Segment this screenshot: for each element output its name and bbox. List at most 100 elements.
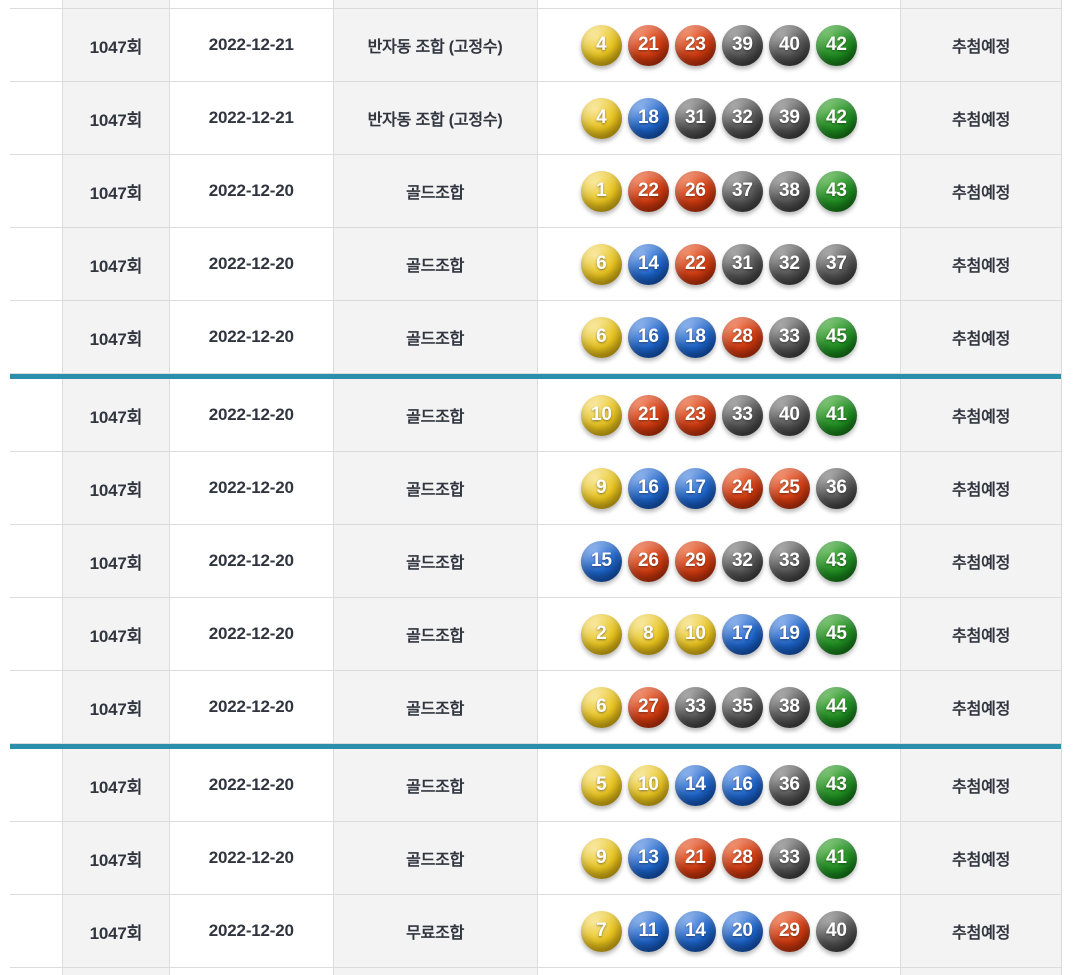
- lotto-combinations-table: 1047회 2022-12-21 반자동 조합 (고정수) 4 21 23 39 40 4…: [10, 0, 1062, 975]
- round-label: 1047회: [89, 407, 143, 427]
- numbers-cell: 5 10 14 16 36 43: [537, 749, 902, 821]
- lotto-ball: 32: [721, 540, 763, 582]
- type-cell: 골드조합: [333, 379, 538, 451]
- status-cell: 추첨예정: [901, 598, 1062, 670]
- table-row: 1047회 2022-12-21 반자동 조합 (고정수) 4 21 23 39 40 4…: [10, 9, 1062, 82]
- lotto-ball: 18: [627, 97, 669, 139]
- row-select-cell: [10, 379, 63, 451]
- lotto-ball: 10: [674, 613, 716, 655]
- numbers-cell: 4 21 23 39 40 42: [537, 9, 902, 81]
- lotto-ball: 24: [721, 467, 763, 509]
- lotto-ball: 26: [627, 540, 669, 582]
- date-cell: 2022-12-20: [169, 895, 334, 967]
- status-label: 추첨예정: [952, 112, 1011, 129]
- status-label: 추첨예정: [952, 628, 1011, 645]
- lotto-ball: 21: [674, 837, 716, 879]
- status-label: 추첨예정: [952, 39, 1011, 56]
- lotto-ball: 45: [815, 316, 857, 358]
- row-select-cell: [10, 155, 63, 227]
- lotto-ball: 40: [768, 24, 810, 66]
- lotto-ball: 32: [721, 97, 763, 139]
- numbers-cell: 9 13 21 28 33 41: [537, 822, 902, 894]
- type-cell: 골드조합: [333, 301, 538, 373]
- lotto-ball: 41: [815, 394, 857, 436]
- status-cell: 추첨예정: [901, 82, 1062, 154]
- lotto-ball: 6: [580, 686, 622, 728]
- type-cell: 골드조합: [333, 452, 538, 524]
- status-cell: 추첨예정: [901, 671, 1062, 743]
- row-select-cell: [10, 9, 63, 81]
- row-select-cell: [10, 671, 63, 743]
- status-cell: [901, 968, 1062, 975]
- type-cell: [333, 0, 538, 8]
- date-cell: 2022-12-20: [169, 379, 334, 451]
- round-label: 1047회: [89, 256, 143, 276]
- row-select-cell: [10, 0, 63, 8]
- table-row: 1047회 2022-12-20 골드조합 6 27 33 35 38 44 추첨예정: [10, 671, 1062, 744]
- lotto-ball: 32: [768, 243, 810, 285]
- type-cell: 골드조합: [333, 671, 538, 743]
- date-label: 2022-12-20: [208, 848, 294, 867]
- date-label: 2022-12-20: [208, 181, 294, 200]
- numbers-cell: 10 21 23 33 40 41: [537, 379, 902, 451]
- date-cell: [169, 0, 334, 8]
- lotto-ball: 31: [721, 243, 763, 285]
- date-label: 2022-12-20: [208, 624, 294, 643]
- date-cell: 2022-12-20: [169, 228, 334, 300]
- lotto-ball: 41: [815, 837, 857, 879]
- status-cell: 추첨예정: [901, 379, 1062, 451]
- status-label: 추첨예정: [952, 701, 1011, 718]
- date-cell: 2022-12-20: [169, 749, 334, 821]
- round-cell: 1047회: [62, 82, 170, 154]
- lotto-ball: 37: [721, 170, 763, 212]
- lotto-ball: 36: [768, 764, 810, 806]
- lotto-ball: 10: [627, 764, 669, 806]
- table-row: 1047회 2022-12-20 골드조합 15 26 29 32 33 43 추첨예정: [10, 525, 1062, 598]
- type-label: 무료조합: [406, 925, 465, 942]
- round-label: 1047회: [89, 553, 143, 573]
- round-label: 1047회: [89, 183, 143, 203]
- row-select-cell: [10, 228, 63, 300]
- date-cell: 2022-12-20: [169, 452, 334, 524]
- lotto-ball: 28: [721, 837, 763, 879]
- date-label: 2022-12-20: [208, 775, 294, 794]
- status-label: 추첨예정: [952, 331, 1011, 348]
- lotto-ball: 6: [580, 316, 622, 358]
- lotto-ball: 39: [721, 24, 763, 66]
- lotto-ball: 23: [674, 394, 716, 436]
- table-row: 1047회 2022-12-20 골드조합 6 14 22 31 32 37 추첨예정: [10, 228, 1062, 301]
- status-label: 추첨예정: [952, 258, 1011, 275]
- round-cell: 1047회: [62, 155, 170, 227]
- date-cell: 2022-12-21: [169, 9, 334, 81]
- status-cell: 추첨예정: [901, 155, 1062, 227]
- date-label: 2022-12-20: [208, 921, 294, 940]
- type-label: 골드조합: [406, 701, 465, 718]
- table-row: 1047회 2022-12-21 반자동 조합 (고정수) 4 18 31 32 39 4…: [10, 82, 1062, 155]
- lotto-ball: 21: [627, 24, 669, 66]
- lotto-ball: 14: [627, 243, 669, 285]
- row-select-cell: [10, 82, 63, 154]
- date-cell: [169, 968, 334, 975]
- lotto-ball: 22: [627, 170, 669, 212]
- table-row: 1047회 2022-12-20 골드조합 2 8 10 17 19 45 추첨예정: [10, 598, 1062, 671]
- date-label: 2022-12-20: [208, 327, 294, 346]
- type-label: 골드조합: [406, 482, 465, 499]
- numbers-cell: 6 14 22 31 32 37: [537, 228, 902, 300]
- date-cell: 2022-12-20: [169, 155, 334, 227]
- lotto-ball: 42: [815, 24, 857, 66]
- status-label: 추첨예정: [952, 185, 1011, 202]
- lotto-ball: 28: [721, 316, 763, 358]
- lotto-ball: 33: [674, 686, 716, 728]
- type-label: 골드조합: [406, 185, 465, 202]
- type-label: 골드조합: [406, 258, 465, 275]
- date-label: 2022-12-20: [208, 551, 294, 570]
- status-label: 추첨예정: [952, 925, 1011, 942]
- type-cell: 골드조합: [333, 525, 538, 597]
- status-cell: 추첨예정: [901, 452, 1062, 524]
- lotto-ball: 33: [768, 540, 810, 582]
- type-label: 골드조합: [406, 852, 465, 869]
- round-cell: 1047회: [62, 895, 170, 967]
- round-label: 1047회: [89, 850, 143, 870]
- date-cell: 2022-12-20: [169, 301, 334, 373]
- type-cell: [333, 968, 538, 975]
